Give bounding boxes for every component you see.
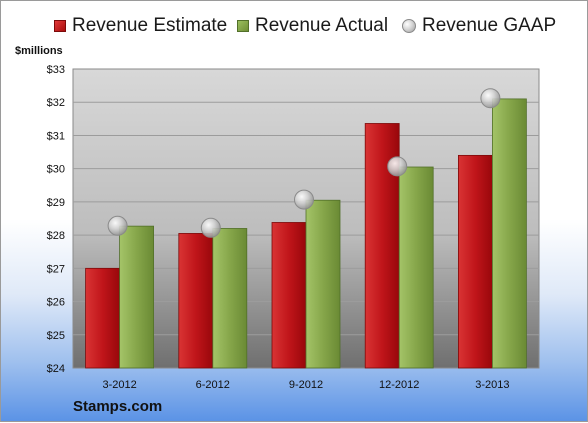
gaap-markers [107, 88, 501, 238]
x-axis-ticks: 3-2012 6-2012 9-2012 12-2012 3-2013 [102, 379, 509, 391]
legend-label-estimate: Revenue Estimate [72, 15, 228, 36]
marker-revenue-gaap [387, 156, 408, 177]
y-tick-label: $26 [47, 297, 65, 309]
bar-revenue-estimate [271, 222, 307, 369]
marker-revenue-gaap [107, 215, 128, 236]
y-tick-label: $31 [47, 130, 65, 142]
y-tick-label: $30 [47, 164, 65, 176]
marker-revenue-gaap [200, 217, 221, 238]
bar-revenue-estimate [85, 267, 120, 369]
legend-marker-gaap [402, 19, 416, 33]
legend-item-gaap: Revenue GAAP [402, 15, 556, 37]
bar-revenue-estimate [457, 154, 493, 369]
marker-revenue-gaap [480, 88, 501, 109]
marker-revenue-gaap [294, 189, 314, 210]
y-tick-label: $29 [47, 197, 65, 209]
bar-revenue-actual [398, 166, 434, 369]
x-tick-label: 12-2012 [379, 379, 419, 391]
legend-item-estimate: Revenue Estimate [54, 15, 227, 37]
bar-revenue-estimate [178, 233, 214, 369]
legend: Revenue Estimate Revenue Actual Revenue … [1, 15, 588, 43]
bar-revenue-actual [212, 228, 248, 369]
legend-swatch-actual [237, 20, 249, 32]
x-tick-label: 9-2012 [289, 379, 323, 391]
bar-revenue-actual [305, 199, 341, 369]
y-tick-label: $25 [47, 330, 65, 342]
legend-item-actual: Revenue Actual [237, 15, 388, 37]
brand-label: Stamps.com [73, 398, 163, 415]
y-tick-label: $24 [47, 363, 65, 375]
bar-revenue-actual [119, 225, 154, 369]
bar-revenue-actual [491, 98, 527, 369]
x-tick-label: 3-2012 [102, 379, 136, 391]
legend-label-actual: Revenue Actual [255, 15, 389, 36]
x-tick-label: 3-2013 [475, 379, 509, 391]
y-tick-label: $32 [47, 97, 65, 109]
y-tick-label: $27 [47, 263, 65, 275]
y-tick-label: $28 [47, 230, 65, 242]
y-axis-ticks: $24 $25 $26 $27 $28 $29 $30 $31 $32 $33 [47, 64, 65, 375]
legend-swatch-estimate [54, 20, 66, 32]
legend-label-gaap: Revenue GAAP [422, 15, 557, 36]
y-axis-unit-label: $millions [15, 45, 63, 57]
y-tick-label: $33 [47, 64, 65, 76]
x-tick-label: 6-2012 [196, 379, 230, 391]
